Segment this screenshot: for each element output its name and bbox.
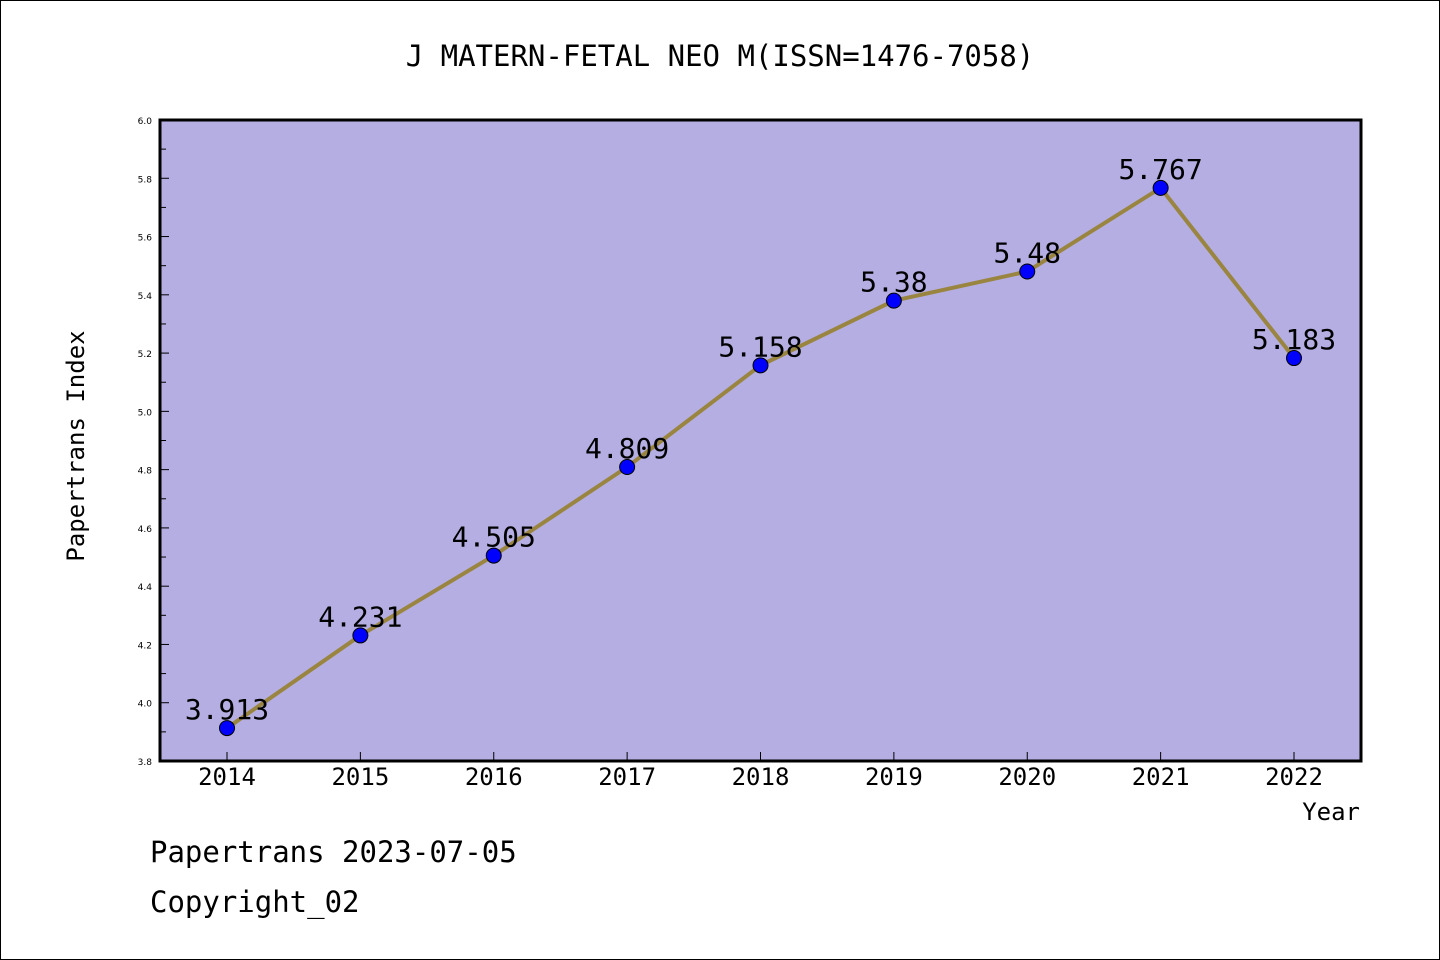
footer-date: Papertrans 2023-07-05 [150,835,517,869]
data-point [219,720,235,737]
data-point [1019,263,1036,280]
y-tick-label: 5.2 [138,350,152,360]
y-tick-label: 4.6 [138,525,153,535]
y-tick-label: 5.6 [138,234,153,244]
data-point [1152,179,1169,196]
footer-copyright: Copyright_02 [150,885,360,919]
x-tick-label: 2022 [1265,763,1323,791]
x-tick-label: 2017 [598,763,656,791]
y-tick-label: 6.0 [138,117,153,127]
y-tick-label: 4.4 [138,583,153,593]
x-tick-label: 2018 [732,763,790,791]
y-axis-label: Papertrans Index [62,330,90,561]
data-point [352,627,369,644]
plot-area [158,118,1363,763]
data-point [885,292,902,309]
y-tick-label: 3.8 [138,758,153,768]
x-axis-label: Year [1302,798,1360,826]
x-tick-label: 2020 [998,763,1056,791]
y-tick-label: 5.8 [138,175,153,185]
x-tick-label: 2016 [465,763,523,791]
chart-title: J MATERN-FETAL NEO M(ISSN=1476-7058) [406,39,1035,73]
y-tick-label: 5.4 [138,292,153,302]
y-tick-label: 5.0 [138,408,153,418]
series-layer: 3.9134.2314.5054.8095.1585.385.485.7675.… [185,153,1336,737]
data-point [485,547,502,564]
data-point [1286,350,1302,367]
x-tick-label: 2015 [331,763,389,791]
x-tick-label: 2019 [865,763,923,791]
y-axis: 3.8 4.0 4.2 4.4 4.6 4.8 5.0 5.2 5.4 5.6 5.8 6.0 [138,117,169,768]
data-point [752,357,769,374]
y-tick-label: 4.0 [138,700,153,710]
x-tick-label: 2014 [198,763,256,791]
x-axis: 2014 2015 2016 2017 2018 2019 2020 2021 2022 [198,752,1323,791]
x-tick-label: 2021 [1132,763,1190,791]
y-tick-label: 4.8 [138,467,153,477]
y-tick-label: 4.2 [138,641,152,651]
data-point [619,459,636,476]
